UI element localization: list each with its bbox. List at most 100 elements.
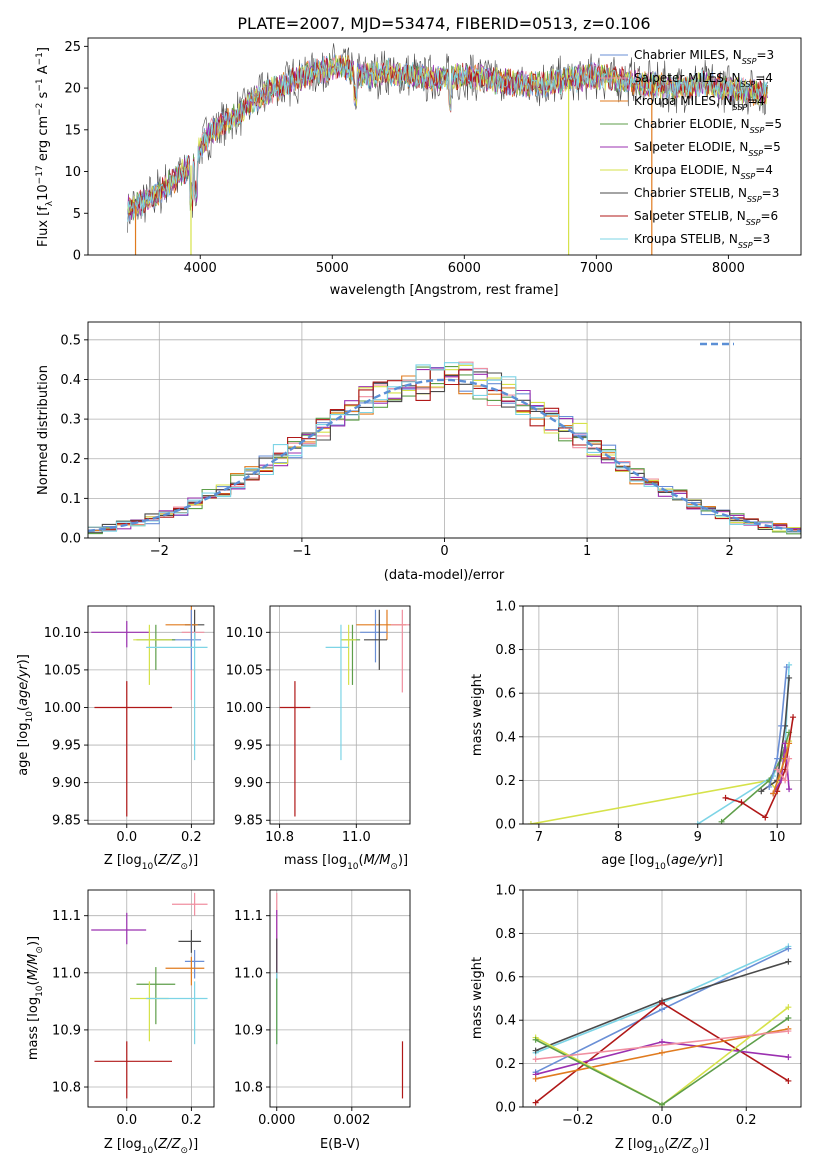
panel-weight-vs-age: 7 8 9 10 0.0 0.2 0.4 0.6 0.8 1.0: [495, 600, 802, 845]
plot-area-age-vs-z: [91, 606, 208, 817]
plot-area-weight-vs-age: [527, 661, 797, 824]
y-tick-label: 9.85: [52, 814, 81, 829]
y-tick-label: 0.4: [495, 730, 516, 745]
weight-marker: [782, 777, 789, 784]
y-tick-label: 20: [64, 82, 81, 97]
x-axis-label: wavelength [Angstrom, rest frame]: [330, 283, 559, 298]
errorbar-point: [363, 609, 387, 670]
weight-marker: [659, 1006, 665, 1013]
weight-marker: [774, 755, 781, 762]
weight-marker: [758, 788, 765, 795]
plot-area-residual-hist: [88, 361, 801, 535]
x-tick-label: 0.2: [181, 830, 202, 845]
y-tick-label: 10: [64, 165, 81, 180]
errorbar-point: [136, 967, 176, 1025]
x-tick-label: 8: [614, 830, 622, 845]
errorbar-point: [91, 621, 150, 648]
x-tick-label: 10.8: [265, 830, 294, 845]
errorbar-point: [94, 1041, 172, 1099]
y-tick-label: 0.2: [60, 452, 81, 467]
weight-marker: [532, 1075, 539, 1082]
x-tick-label: 0: [440, 544, 448, 559]
plot-area-spectrum: [127, 43, 769, 255]
weight-marker: [532, 1047, 539, 1054]
axes-frame: [522, 605, 802, 825]
y-axis-label: age [log10(age/yr)]: [16, 654, 35, 776]
x-tick-label: 0.2: [736, 1113, 757, 1128]
weight-line: [768, 666, 788, 788]
x-tick-label: 4000: [184, 261, 217, 276]
y-axis-label: mass weight: [470, 674, 485, 756]
errorbar-point: [325, 624, 349, 761]
y-tick-label: 0.0: [495, 1101, 516, 1116]
axes-frame: [87, 889, 215, 1108]
histogram-step: [88, 366, 801, 531]
errorbar-point: [181, 609, 205, 700]
y-tick-label: 11.0: [52, 966, 81, 981]
errorbar-point: [165, 606, 198, 648]
legend: Chabrier MILES, NSSP=3 Salpeter MILES, NS…: [600, 48, 782, 250]
weight-marker: [532, 1056, 539, 1063]
legend-label: Kroupa ELODIE, NSSP=4: [634, 163, 773, 181]
weight-marker: [527, 821, 534, 824]
normal-curve: [88, 378, 801, 533]
x-axis-label: Z [log10(Z/Z⊙)]: [104, 1137, 198, 1156]
x-tick-label: 11.0: [342, 830, 371, 845]
weight-line: [535, 1030, 789, 1061]
y-tick-label: 1.0: [495, 884, 516, 899]
weight-marker: [786, 740, 793, 747]
errorbar-point: [390, 609, 410, 693]
legend-label: Kroupa MILES, NSSP=4: [634, 94, 765, 112]
x-tick-label: 0.0: [652, 1113, 673, 1128]
x-tick-label: 6000: [448, 261, 481, 276]
x-tick-label: 7000: [580, 261, 613, 276]
errorbar-point: [340, 624, 361, 685]
histogram-step: [88, 361, 801, 534]
x-tick-label: 10: [769, 830, 786, 845]
x-axis-label: mass [log10(M/M⊙)]: [284, 853, 408, 872]
errorbar-point: [279, 681, 311, 817]
weight-marker: [659, 1049, 665, 1056]
weight-marker: [738, 799, 745, 806]
weight-marker: [785, 1004, 792, 1011]
errorbar-point: [94, 681, 172, 817]
weight-marker: [785, 958, 792, 965]
x-axis-label: Z [log10(Z/Z⊙)]: [615, 1137, 709, 1156]
spectrum-line: [127, 56, 768, 222]
y-tick-label: 0.0: [60, 532, 81, 547]
legend-label: Salpeter MILES, NSSP=4: [634, 71, 773, 89]
panel-residual-hist: −2 −1 0 1 2 0.0 0.1 0.2 0.3 0.4 0.5: [60, 321, 802, 559]
y-tick-label: 0: [73, 249, 81, 264]
axes-frame: [87, 37, 802, 256]
x-tick-label: −1: [292, 544, 311, 559]
axes-frame: [87, 605, 215, 825]
histogram-step: [88, 369, 801, 531]
weight-marker: [774, 766, 781, 773]
errorbar-point: [184, 949, 205, 979]
weight-marker: [785, 1077, 792, 1084]
weight-marker: [786, 755, 793, 762]
y-tick-label: 0.6: [495, 687, 516, 702]
x-tick-label: 0.2: [181, 1113, 202, 1128]
errorbar-point: [178, 929, 202, 953]
weight-marker: [785, 1028, 792, 1035]
weight-line: [530, 740, 790, 824]
y-tick-label: 10.10: [226, 626, 263, 641]
errorbar-point: [91, 912, 147, 945]
y-tick-label: 9.90: [234, 776, 263, 791]
y-tick-label: 25: [64, 40, 81, 55]
y-tick-label: 10.00: [226, 701, 263, 716]
y-tick-label: 11.0: [234, 966, 263, 981]
panel-mass-vs-ebv: 0.000 0.002 10.8 10.9 11.0 11.1: [234, 889, 411, 1128]
y-tick-label: 9.85: [234, 814, 263, 829]
axes-frame: [269, 889, 411, 1108]
axes-frame: [269, 605, 411, 825]
x-tick-label: 1: [583, 544, 591, 559]
weight-marker: [532, 1036, 539, 1043]
y-tick-label: 0.4: [60, 373, 81, 388]
y-tick-label: 15: [64, 123, 81, 138]
errorbar-point: [340, 624, 357, 685]
weight-marker: [532, 1099, 539, 1106]
y-tick-label: 10.00: [44, 701, 81, 716]
weight-marker: [722, 794, 729, 801]
